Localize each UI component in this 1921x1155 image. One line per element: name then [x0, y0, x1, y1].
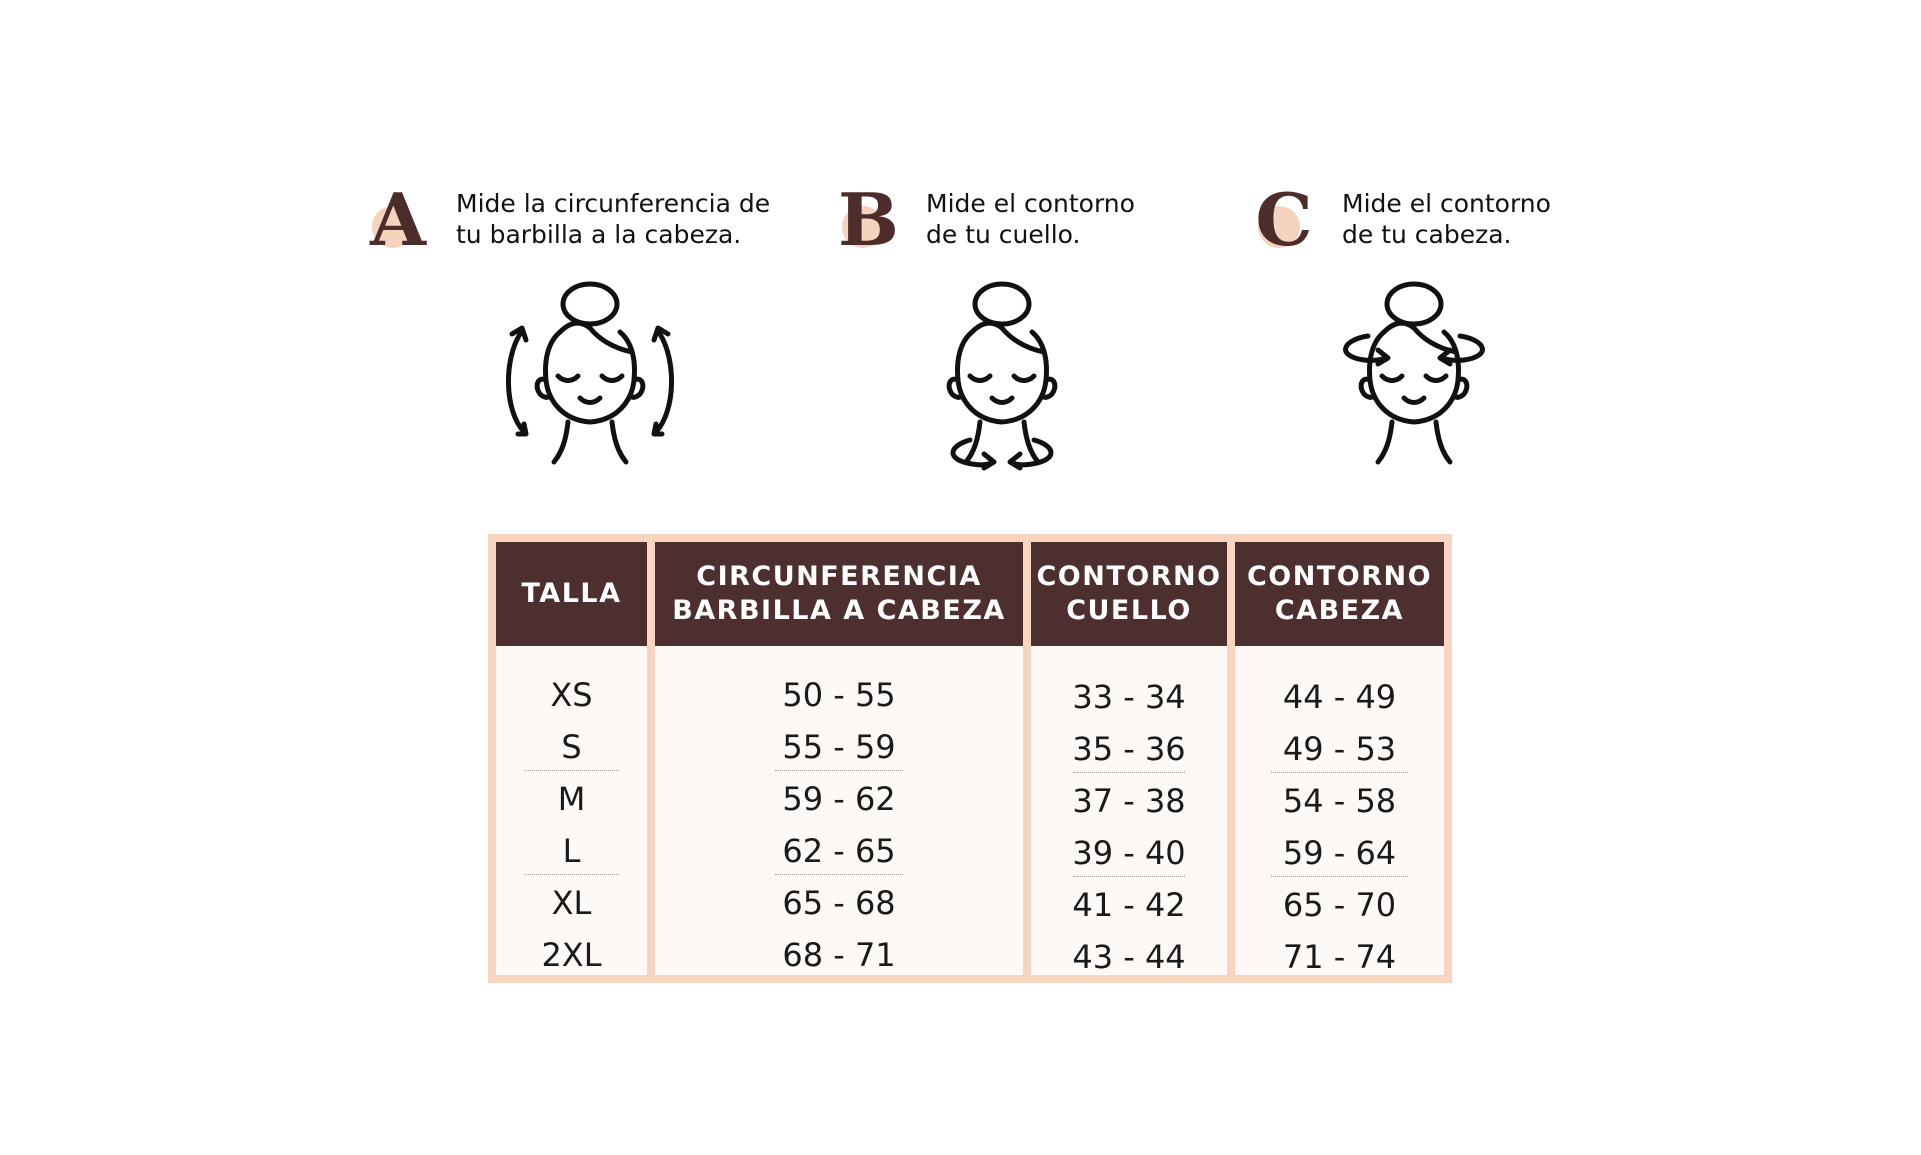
row-divider: [1073, 772, 1185, 773]
table-cell: 55 - 59: [782, 728, 896, 766]
table-cell: 59 - 62: [782, 780, 896, 818]
row-divider: [1271, 876, 1408, 877]
head-circumference-icon: [1324, 280, 1504, 490]
step-instruction-line1: Mide el contorno: [926, 189, 1135, 218]
row-divider: [775, 874, 903, 875]
step-letter: A: [370, 177, 426, 262]
table-cell: 71 - 74: [1282, 938, 1397, 976]
table-cell: 35 - 36: [1072, 730, 1186, 768]
table-cell: XS: [550, 676, 593, 714]
table-cell: 59 - 64: [1282, 834, 1397, 872]
step-instruction-line2: tu barbilla a la cabeza.: [456, 220, 742, 249]
step-instruction-line2: de tu cuello.: [926, 220, 1081, 249]
table-cell: 39 - 40: [1072, 834, 1186, 872]
column-header: CONTORNO CUELLO: [1031, 542, 1227, 646]
column-talla: TALLA XS S M L XL 2XL: [496, 542, 647, 975]
row-divider: [524, 770, 619, 771]
table-cell: S: [561, 728, 582, 766]
step-instruction: Mide el contorno de tu cuello.: [926, 188, 1135, 250]
column-header: TALLA: [496, 542, 647, 646]
row-divider: [775, 770, 903, 771]
step-instruction-line2: de tu cabeza.: [1342, 220, 1512, 249]
row-divider: [524, 874, 619, 875]
table-cell: M: [557, 780, 586, 818]
letter-accent-dot: [372, 206, 414, 248]
column-contorno-cuello: CONTORNO CUELLO 33 - 34 35 - 36 37 - 38 …: [1031, 542, 1227, 976]
table-cell: 54 - 58: [1282, 782, 1397, 820]
column-header: CONTORNO CABEZA: [1235, 542, 1444, 646]
table-cell: 65 - 70: [1282, 886, 1397, 924]
neck-measure-icon: [912, 280, 1092, 490]
step-letter-badge: B: [838, 180, 908, 264]
column-contorno-cabeza: CONTORNO CABEZA 44 - 49 49 - 53 54 - 58 …: [1235, 542, 1444, 976]
step-letter: C: [1255, 177, 1313, 262]
table-cell: 62 - 65: [782, 832, 896, 870]
letter-accent-dot: [1258, 206, 1300, 248]
step-letter: B: [838, 177, 899, 262]
table-cell: 37 - 38: [1072, 782, 1186, 820]
table-cell: L: [562, 832, 581, 870]
size-table: TALLA XS S M L XL 2XL CIRCUNFERENCIA BAR…: [488, 534, 1452, 983]
table-cell: 43 - 44: [1072, 938, 1186, 976]
table-cell: 2XL: [541, 936, 602, 974]
step-instruction: Mide la circunferencia de tu barbilla a …: [456, 188, 770, 250]
table-cell: 44 - 49: [1282, 678, 1397, 716]
step-instruction-line1: Mide la circunferencia de: [456, 189, 771, 218]
letter-accent-dot: [842, 206, 884, 248]
step-letter-badge: A: [368, 180, 438, 264]
step-instruction-line1: Mide el contorno: [1342, 189, 1551, 218]
row-divider: [1271, 772, 1408, 773]
table-cell: 68 - 71: [782, 936, 896, 974]
table-cell: 50 - 55: [782, 676, 896, 714]
table-cell: 65 - 68: [782, 884, 896, 922]
table-cell: 49 - 53: [1282, 730, 1397, 768]
table-cell: XL: [551, 884, 592, 922]
table-cell: 41 - 42: [1072, 886, 1186, 924]
row-divider: [1073, 876, 1185, 877]
head-chin-measure-icon: [500, 280, 680, 490]
table-cell: 33 - 34: [1072, 678, 1186, 716]
column-header: CIRCUNFERENCIA BARBILLA A CABEZA: [655, 542, 1023, 646]
step-letter-badge: C: [1254, 180, 1324, 264]
step-instruction: Mide el contorno de tu cabeza.: [1342, 188, 1551, 250]
column-circunferencia: CIRCUNFERENCIA BARBILLA A CABEZA 50 - 55…: [655, 542, 1023, 975]
